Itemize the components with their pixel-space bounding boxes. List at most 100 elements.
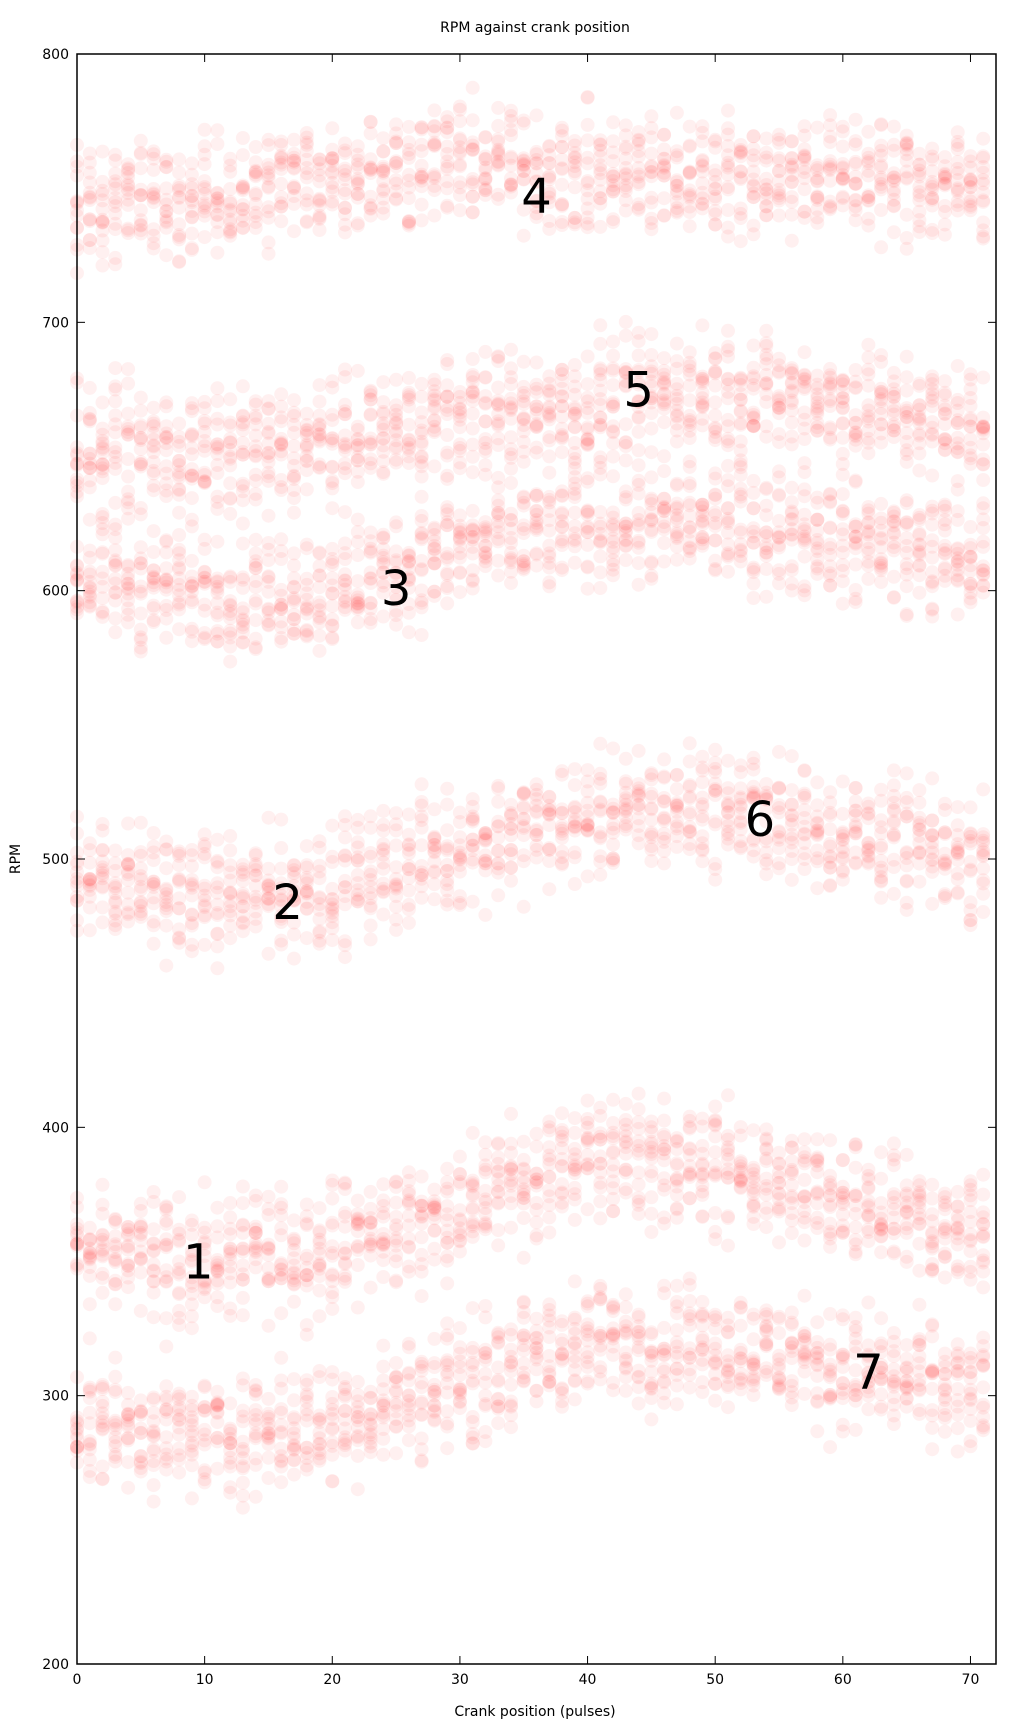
data-point <box>593 1149 608 1164</box>
data-point <box>567 805 582 820</box>
data-point <box>657 1130 672 1145</box>
data-point <box>325 407 340 422</box>
data-point <box>529 108 544 123</box>
data-point <box>95 866 110 881</box>
data-point <box>976 1248 991 1263</box>
data-point <box>389 515 404 530</box>
data-point <box>299 577 314 592</box>
data-point <box>721 458 735 473</box>
data-point <box>963 833 978 848</box>
data-point <box>529 838 544 853</box>
data-point <box>478 1217 493 1232</box>
data-point <box>312 457 327 472</box>
data-point <box>848 1220 863 1235</box>
data-point <box>886 1221 901 1236</box>
data-point <box>657 1171 672 1186</box>
data-point <box>695 763 710 778</box>
data-point <box>797 421 812 436</box>
data-point <box>325 481 340 496</box>
data-point <box>606 1125 621 1140</box>
data-point <box>874 1218 889 1233</box>
data-point <box>210 939 225 954</box>
data-point <box>210 1258 225 1273</box>
data-point <box>759 562 774 576</box>
data-point <box>516 1250 531 1265</box>
data-point <box>184 193 199 208</box>
data-point <box>682 408 697 423</box>
data-point <box>338 1205 352 1220</box>
data-point <box>82 874 97 889</box>
data-point <box>414 798 429 813</box>
data-point <box>146 874 161 889</box>
data-point <box>899 1254 914 1269</box>
data-point <box>912 795 927 810</box>
data-point <box>376 907 391 922</box>
data-point <box>784 831 799 846</box>
data-point <box>810 1132 825 1147</box>
data-point <box>312 1241 327 1256</box>
data-point <box>184 226 199 241</box>
data-point <box>121 816 136 831</box>
data-point <box>695 1166 710 1181</box>
data-point <box>784 395 799 410</box>
data-point <box>440 1276 455 1291</box>
data-point <box>516 526 531 541</box>
data-point <box>389 838 404 853</box>
data-point <box>937 517 952 532</box>
data-point <box>287 612 301 627</box>
data-point <box>312 1269 327 1284</box>
data-point <box>108 876 123 891</box>
data-point <box>312 198 327 213</box>
data-point <box>925 149 940 164</box>
data-point <box>223 829 238 843</box>
data-point <box>248 1243 263 1258</box>
data-point <box>516 1191 531 1206</box>
data-point <box>95 510 110 525</box>
data-point <box>937 1198 952 1213</box>
data-point <box>440 518 455 532</box>
data-point <box>121 1238 136 1253</box>
data-point <box>593 1180 608 1195</box>
data-point <box>146 1264 161 1279</box>
data-point <box>886 509 901 524</box>
data-point <box>95 879 110 894</box>
data-point <box>708 1118 723 1133</box>
data-point <box>133 848 148 863</box>
data-point <box>261 1274 276 1289</box>
data-point <box>172 1254 187 1269</box>
data-point <box>950 845 965 859</box>
data-point <box>248 1188 263 1203</box>
data-point <box>184 553 199 568</box>
data-point <box>235 1267 250 1282</box>
data-point <box>861 1194 876 1209</box>
data-point <box>797 1156 812 1171</box>
data-point <box>440 1199 455 1214</box>
data-point <box>912 1195 927 1210</box>
data-point <box>197 180 212 195</box>
data-point <box>440 823 455 838</box>
data-point <box>210 394 225 409</box>
data-point <box>210 466 225 480</box>
data-point <box>121 580 136 595</box>
data-point <box>784 1133 799 1148</box>
data-point <box>618 435 633 450</box>
data-point <box>797 549 812 564</box>
data-point <box>235 865 250 880</box>
data-point <box>427 1207 442 1222</box>
data-point <box>555 1123 569 1137</box>
data-point <box>312 432 327 447</box>
data-point <box>593 1165 608 1180</box>
data-point <box>121 157 136 172</box>
data-point <box>146 876 161 891</box>
data-point <box>491 568 506 583</box>
data-point <box>835 1218 850 1233</box>
data-point <box>223 873 238 888</box>
data-point <box>376 1236 391 1251</box>
data-point <box>287 1265 301 1280</box>
data-point <box>721 1143 735 1157</box>
data-point <box>146 839 161 854</box>
data-point <box>567 1160 582 1175</box>
data-point <box>784 852 799 867</box>
data-point <box>606 215 621 230</box>
data-point <box>197 122 212 137</box>
